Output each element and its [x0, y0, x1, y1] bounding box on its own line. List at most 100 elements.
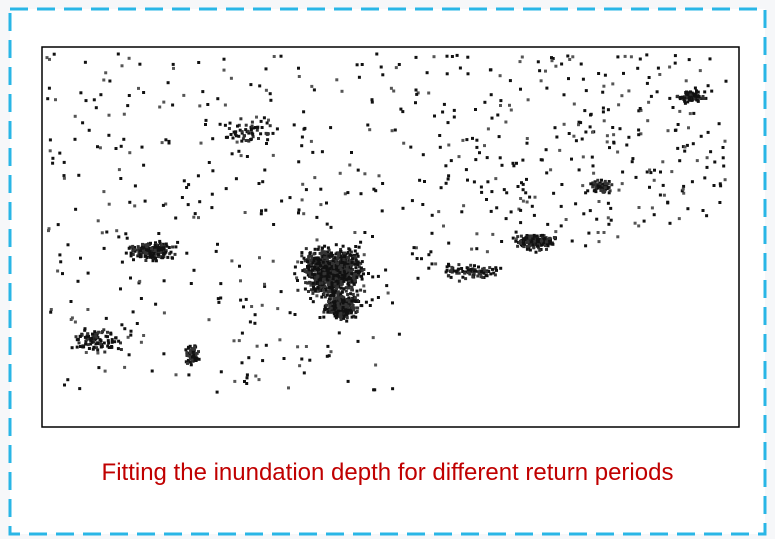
flood-cell: [636, 66, 640, 70]
flood-cell: [489, 68, 493, 72]
flood-cell: [350, 310, 353, 314]
flood-cell: [579, 121, 583, 125]
flood-cell: [193, 212, 197, 216]
flood-cell: [466, 55, 470, 59]
flood-cell: [331, 277, 335, 281]
flood-cell: [538, 69, 542, 73]
flood-cell: [723, 139, 727, 143]
flood-cell: [486, 127, 490, 131]
flood-cell: [192, 215, 196, 219]
flood-cell: [304, 345, 308, 348]
flood-cell: [66, 378, 70, 382]
flood-cell: [297, 66, 300, 70]
flood-cell: [317, 269, 321, 273]
flood-cell: [688, 92, 692, 96]
flood-cell: [581, 77, 585, 81]
flood-cell: [706, 84, 710, 88]
flood-cell: [162, 251, 166, 255]
flood-cell: [162, 279, 166, 283]
flood-cell: [362, 268, 366, 271]
flood-cell: [434, 262, 438, 266]
flood-cell: [237, 123, 241, 127]
flood-cell: [354, 245, 358, 248]
flood-cell: [633, 221, 637, 225]
flood-cell: [528, 244, 532, 248]
flood-cell: [460, 267, 464, 270]
flood-cell: [544, 240, 548, 244]
flood-cell: [607, 180, 611, 183]
flood-cell: [603, 189, 607, 193]
flood-cell: [315, 280, 319, 284]
flood-cell: [519, 87, 522, 91]
flood-cell: [133, 184, 137, 188]
flood-cell: [519, 221, 523, 225]
flood-cell: [322, 277, 326, 281]
flood-cell: [559, 224, 563, 228]
flood-cell: [539, 239, 543, 243]
flood-cell: [447, 274, 451, 278]
flood-cell: [518, 60, 522, 64]
flood-cell: [618, 127, 622, 131]
flood-cell: [581, 155, 585, 159]
flood-cell: [357, 245, 361, 249]
flood-cell: [591, 185, 595, 189]
flood-cell: [410, 252, 414, 256]
flood-cell: [310, 254, 314, 258]
flood-cell: [464, 168, 468, 172]
flood-cell: [458, 66, 462, 70]
flood-cell: [616, 150, 620, 154]
flood-cell: [86, 332, 90, 336]
flood-cell: [241, 137, 245, 141]
flood-cell: [637, 206, 641, 209]
flood-cell: [314, 278, 317, 282]
flood-cell: [384, 268, 388, 272]
flood-cell: [517, 241, 521, 245]
flood-cell: [579, 62, 583, 66]
flood-cell: [198, 104, 202, 108]
flood-cell: [316, 256, 320, 260]
flood-cell: [193, 345, 197, 349]
flood-cell: [336, 298, 340, 302]
flood-cell: [308, 273, 312, 277]
flood-cell: [320, 150, 324, 154]
flood-cell: [687, 96, 691, 100]
flood-cell: [721, 146, 725, 149]
flood-cell: [414, 246, 418, 250]
flood-cell: [600, 188, 604, 192]
flood-cell: [187, 345, 190, 349]
flood-cell: [308, 271, 312, 275]
flood-cell: [661, 183, 665, 187]
flood-cell: [359, 266, 363, 270]
flood-cell: [323, 281, 327, 285]
flood-cell: [210, 192, 214, 196]
flood-cell: [327, 254, 331, 258]
flood-cell: [174, 373, 178, 377]
flood-cell: [539, 79, 543, 83]
flood-cell: [602, 231, 606, 234]
flood-cell: [182, 179, 186, 183]
flood-cell: [345, 316, 349, 320]
flood-cell: [86, 308, 90, 311]
flood-cell: [189, 363, 193, 367]
flood-cell: [683, 145, 687, 149]
flood-cell: [268, 124, 272, 128]
flood-cell: [351, 292, 355, 296]
flood-cell: [339, 250, 343, 254]
flood-cell: [256, 125, 260, 129]
flood-cell: [316, 247, 320, 251]
flood-cell: [288, 311, 292, 315]
flood-cell: [346, 272, 350, 275]
flood-cell: [425, 71, 429, 75]
flood-cell: [247, 356, 251, 360]
flood-cell: [699, 134, 703, 138]
flood-cell: [449, 269, 453, 273]
flood-cell: [313, 289, 317, 293]
flood-cell: [142, 91, 146, 94]
flood-cell: [301, 269, 305, 273]
flood-cell: [211, 137, 215, 141]
flood-cell: [627, 89, 631, 93]
flood-cell: [245, 373, 249, 377]
flood-cell: [696, 90, 700, 94]
flood-cell: [608, 146, 611, 150]
